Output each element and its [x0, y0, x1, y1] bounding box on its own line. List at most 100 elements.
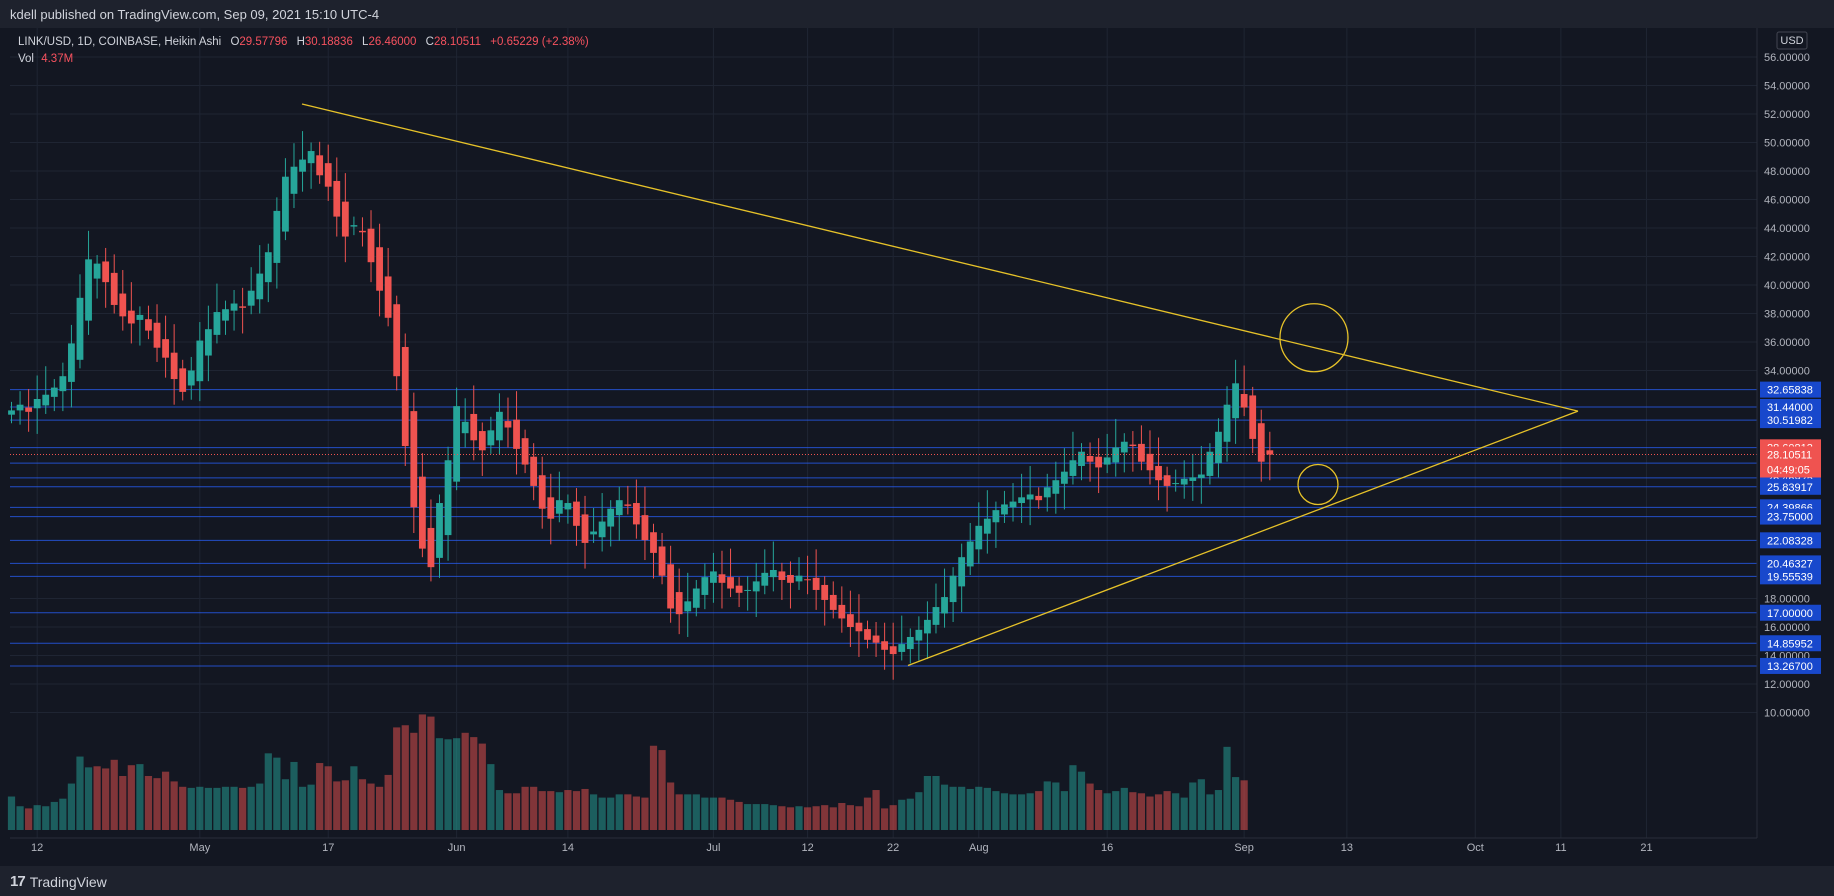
candle-body	[804, 579, 811, 581]
volume-bar	[641, 797, 649, 830]
volume-bar	[1163, 791, 1171, 830]
volume-bar	[564, 790, 572, 830]
time-tick-label: May	[189, 842, 210, 854]
candle-body	[812, 577, 820, 590]
candle-body	[906, 636, 914, 650]
close-value: 28.10511	[433, 36, 482, 48]
candle-body	[949, 575, 957, 603]
level-badge: 23.75000	[1767, 512, 1813, 524]
volume-bar	[76, 756, 84, 830]
candle-body	[93, 263, 101, 279]
candle-body	[230, 303, 238, 311]
candle-body	[204, 329, 212, 356]
support-circle	[1297, 463, 1339, 506]
candle-body	[975, 525, 983, 550]
candle-body	[872, 635, 880, 643]
volume-bar	[170, 781, 178, 830]
volume-bar	[435, 738, 444, 830]
volume-bar	[144, 776, 153, 830]
volume-bar	[273, 757, 281, 830]
candle-body	[846, 614, 854, 627]
candle-body	[838, 604, 846, 619]
volume-bar	[898, 799, 906, 830]
volume-bar	[33, 805, 41, 830]
candle-body	[341, 201, 349, 237]
level-badge: 25.83917	[1767, 482, 1813, 494]
volume-bar	[204, 787, 212, 830]
volume-bar	[795, 806, 803, 830]
candle-body	[1078, 451, 1085, 466]
volume-bar	[658, 750, 666, 830]
volume-bar	[401, 725, 409, 830]
volume-bar	[744, 804, 752, 830]
volume-bar	[59, 798, 67, 830]
volume-bar	[67, 783, 76, 830]
level-badge-bg	[1760, 478, 1821, 495]
volume-bar	[735, 801, 743, 830]
candle-body	[555, 500, 563, 514]
time-tick-label: 14	[562, 842, 574, 854]
volume-bar	[778, 806, 786, 830]
candle-body	[710, 571, 717, 583]
volume-bar	[1180, 797, 1188, 830]
candle-body	[1197, 474, 1205, 479]
volume-bar	[487, 764, 495, 830]
level-badge-bg	[1760, 555, 1821, 572]
volume-bar	[375, 786, 384, 830]
volume-bar	[239, 787, 247, 830]
volume-bar	[915, 792, 923, 830]
candles	[8, 131, 1274, 680]
volume-bar	[127, 765, 135, 830]
candle-body	[299, 159, 306, 172]
level-badge: 22.08328	[1767, 535, 1813, 547]
volume-bar	[726, 799, 735, 830]
candle-body	[324, 163, 332, 187]
candle-body	[992, 510, 1000, 523]
candle-body	[1035, 495, 1043, 501]
time-tick-label: Jun	[448, 842, 466, 854]
candle-body	[401, 346, 409, 447]
candle-body	[1189, 477, 1197, 481]
candle-body	[744, 589, 752, 591]
price-chart[interactable]: USD 56.00000 54.00000 52.00000 50.00000 48.00…	[0, 28, 1834, 866]
candle-body	[889, 646, 897, 655]
candle-body	[504, 421, 512, 428]
candle-body	[701, 577, 709, 595]
price-tick-label: 50.00000	[1764, 138, 1810, 150]
volume-bar	[1043, 781, 1051, 830]
level-badge: 14.85952	[1767, 638, 1813, 650]
price-tick-label: 44.00000	[1764, 223, 1810, 235]
price-tick-label: 36.00000	[1764, 337, 1810, 349]
candle-body	[1026, 494, 1034, 500]
volume-bar	[393, 727, 401, 830]
candle-body	[25, 407, 33, 412]
volume-bar	[264, 753, 272, 830]
candle-body	[641, 515, 649, 541]
candle-body	[196, 340, 204, 382]
candle-body	[487, 430, 495, 446]
candle-body	[881, 641, 889, 650]
candle-body	[769, 570, 777, 578]
candle-body	[598, 521, 606, 538]
volume-bar	[675, 794, 683, 830]
candle-body	[359, 230, 366, 233]
open-label: O	[230, 36, 240, 48]
level-badge-bg	[1760, 412, 1821, 429]
candle-body	[1138, 443, 1145, 462]
candle-body	[1043, 487, 1051, 498]
candle-body	[496, 411, 503, 441]
candle-body	[752, 581, 760, 592]
candle-body	[1232, 383, 1239, 419]
level-badge: 13.26700	[1767, 661, 1813, 673]
candle-body	[470, 413, 478, 441]
volume-bar	[709, 797, 718, 830]
open-value: 29.57796	[239, 36, 288, 48]
low-label: L	[362, 36, 369, 48]
candle-body	[855, 622, 863, 632]
volume-bar	[213, 787, 221, 830]
tradingview-logo[interactable]: 17 TradingView	[10, 873, 107, 890]
candle-body	[1266, 450, 1274, 455]
candle-body	[162, 339, 169, 358]
symbol-label[interactable]: LINK/USD, 1D, COINBASE, Heikin Ashi	[18, 36, 222, 48]
volume-bar	[102, 768, 110, 830]
